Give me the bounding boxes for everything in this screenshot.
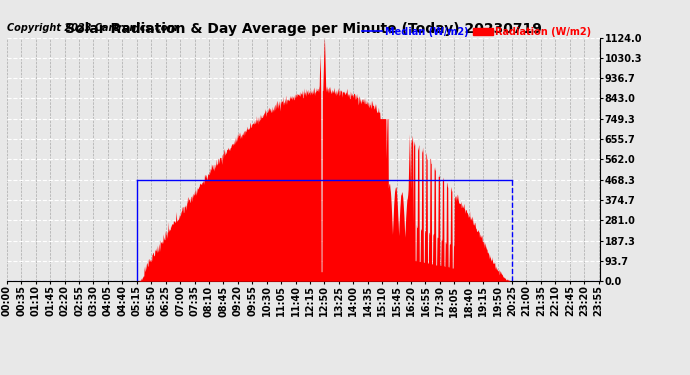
Title: Solar Radiation & Day Average per Minute (Today) 20230719: Solar Radiation & Day Average per Minute… bbox=[65, 22, 542, 36]
Legend: Median (W/m2), Radiation (W/m2): Median (W/m2), Radiation (W/m2) bbox=[358, 23, 595, 40]
Text: Copyright 2023 Cartronics.com: Copyright 2023 Cartronics.com bbox=[7, 22, 177, 33]
